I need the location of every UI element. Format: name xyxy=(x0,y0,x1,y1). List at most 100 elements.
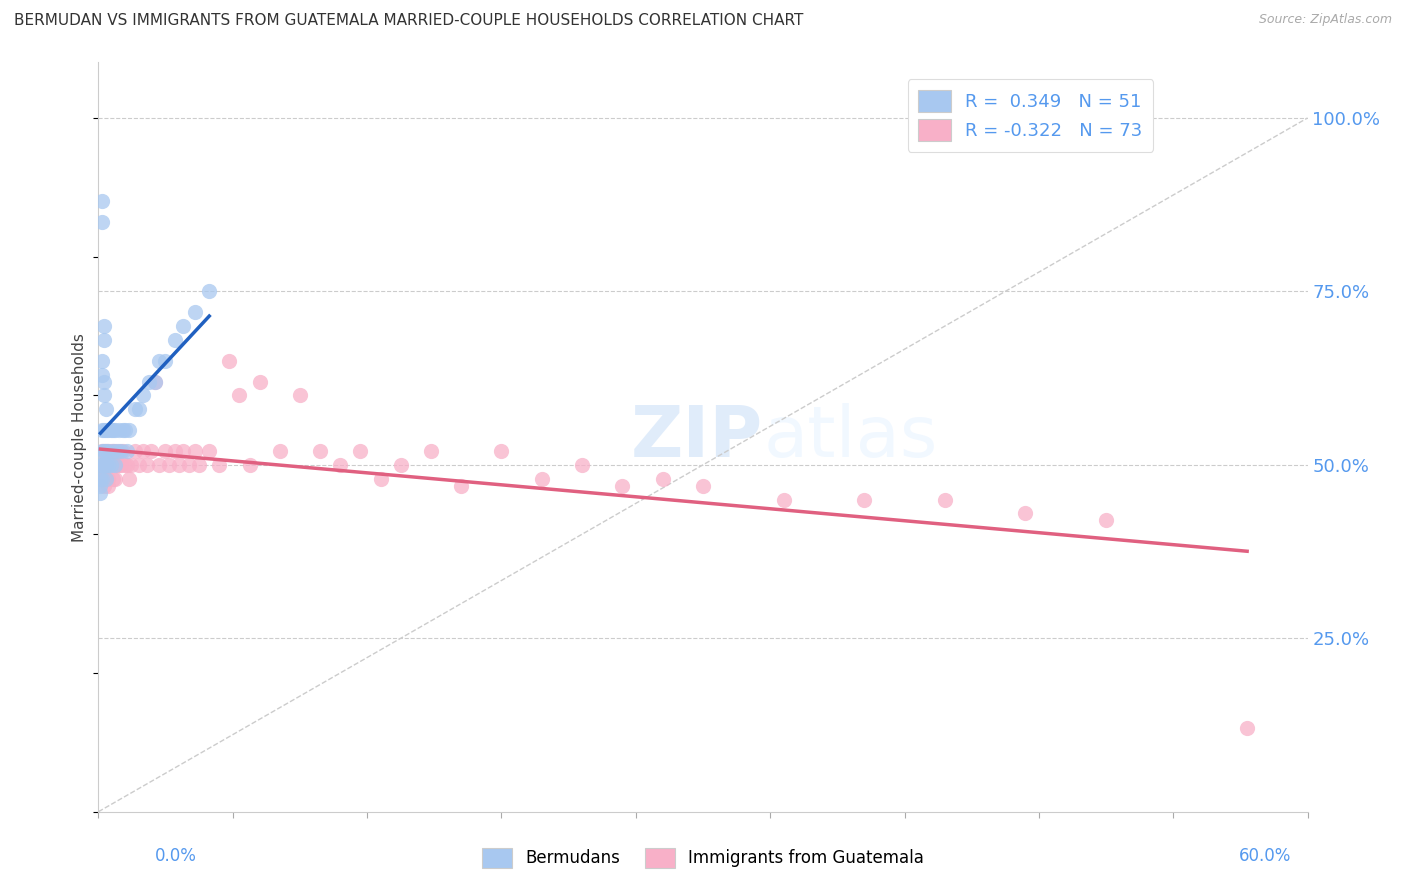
Point xyxy=(692,478,714,492)
Text: ZIP: ZIP xyxy=(631,402,763,472)
Point xyxy=(103,472,125,486)
Point xyxy=(103,458,125,472)
Point xyxy=(114,458,136,472)
Y-axis label: Married-couple Households: Married-couple Households xyxy=(72,333,87,541)
Legend: R =  0.349   N = 51, R = -0.322   N = 73: R = 0.349 N = 51, R = -0.322 N = 73 xyxy=(908,79,1153,152)
Legend: Bermudans, Immigrants from Guatemala: Bermudans, Immigrants from Guatemala xyxy=(475,841,931,875)
Point xyxy=(172,444,194,458)
Point xyxy=(163,333,186,347)
Point xyxy=(105,444,128,458)
Point xyxy=(132,444,155,458)
Point xyxy=(96,444,118,458)
Point xyxy=(101,444,124,458)
Point xyxy=(91,444,114,458)
Text: Source: ZipAtlas.com: Source: ZipAtlas.com xyxy=(1258,13,1392,27)
Point xyxy=(188,458,211,472)
Point xyxy=(370,472,392,486)
Point xyxy=(96,402,118,417)
Point xyxy=(167,458,190,472)
Point xyxy=(93,423,115,437)
Point xyxy=(103,458,125,472)
Point xyxy=(208,458,231,472)
Point xyxy=(110,458,132,472)
Point xyxy=(124,402,146,417)
Point xyxy=(93,458,115,472)
Point xyxy=(132,388,155,402)
Point xyxy=(118,472,141,486)
Point xyxy=(96,444,118,458)
Point xyxy=(530,472,553,486)
Point xyxy=(100,458,122,472)
Point xyxy=(249,375,271,389)
Point xyxy=(101,472,124,486)
Point xyxy=(97,478,120,492)
Point xyxy=(198,285,221,299)
Point xyxy=(128,402,150,417)
Point xyxy=(91,472,114,486)
Point xyxy=(124,444,146,458)
Point xyxy=(184,305,207,319)
Point xyxy=(91,215,114,229)
Point xyxy=(91,458,114,472)
Point xyxy=(93,478,115,492)
Point xyxy=(157,458,180,472)
Point xyxy=(97,423,120,437)
Point xyxy=(100,444,122,458)
Point xyxy=(115,444,138,458)
Point xyxy=(93,458,115,472)
Point xyxy=(100,423,122,437)
Point xyxy=(96,458,118,472)
Point xyxy=(148,353,170,368)
Point xyxy=(96,472,118,486)
Point xyxy=(89,458,111,472)
Point xyxy=(218,353,240,368)
Text: 0.0%: 0.0% xyxy=(155,847,197,865)
Point xyxy=(329,458,352,472)
Point xyxy=(934,492,956,507)
Point xyxy=(1014,507,1036,521)
Point xyxy=(91,353,114,368)
Point xyxy=(389,458,412,472)
Point xyxy=(239,458,262,472)
Point xyxy=(163,444,186,458)
Point xyxy=(349,444,371,458)
Point xyxy=(91,368,114,382)
Point xyxy=(97,444,120,458)
Point xyxy=(135,458,157,472)
Point xyxy=(103,444,125,458)
Text: 60.0%: 60.0% xyxy=(1239,847,1292,865)
Point xyxy=(107,458,129,472)
Point xyxy=(107,444,129,458)
Point xyxy=(172,319,194,334)
Point xyxy=(228,388,250,402)
Point xyxy=(89,458,111,472)
Point xyxy=(114,423,136,437)
Point xyxy=(89,485,111,500)
Point xyxy=(91,472,114,486)
Point xyxy=(450,478,472,492)
Point xyxy=(93,319,115,334)
Point xyxy=(97,458,120,472)
Point xyxy=(143,375,166,389)
Point xyxy=(288,388,311,402)
Point xyxy=(143,375,166,389)
Point xyxy=(93,472,115,486)
Point xyxy=(93,333,115,347)
Point xyxy=(1095,513,1118,527)
Point xyxy=(128,458,150,472)
Point xyxy=(772,492,794,507)
Point xyxy=(101,444,124,458)
Point xyxy=(96,472,118,486)
Point xyxy=(420,444,443,458)
Point xyxy=(93,444,115,458)
Point xyxy=(198,444,221,458)
Point xyxy=(138,375,160,389)
Point xyxy=(612,478,634,492)
Point xyxy=(105,458,128,472)
Point xyxy=(111,423,134,437)
Point xyxy=(91,458,114,472)
Point xyxy=(184,444,207,458)
Point xyxy=(93,375,115,389)
Point xyxy=(93,444,115,458)
Point xyxy=(111,444,134,458)
